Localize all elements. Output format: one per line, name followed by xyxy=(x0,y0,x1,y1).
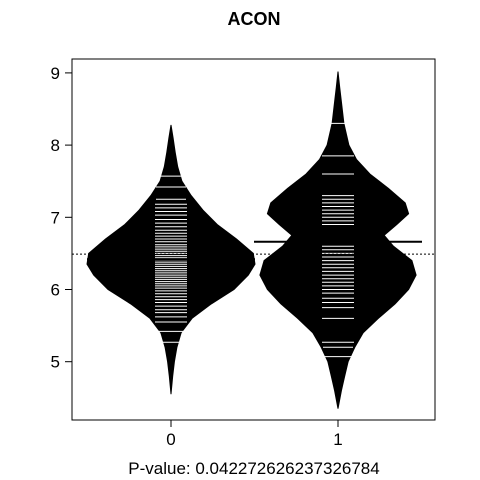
y-tick-label: 7 xyxy=(51,208,60,227)
y-tick-label: 8 xyxy=(51,136,60,155)
y-tick-label: 5 xyxy=(51,353,60,372)
x-tick-label: 1 xyxy=(333,430,342,449)
y-tick-label: 9 xyxy=(51,64,60,83)
bean-1 xyxy=(259,71,417,409)
x-axis-label: P-value: 0.0422726262373267​84 xyxy=(128,459,379,478)
chart-title: ACON xyxy=(228,9,281,29)
y-tick-label: 6 xyxy=(51,281,60,300)
plot-frame xyxy=(71,58,436,421)
y-axis: 5 6 7 8 9 xyxy=(51,64,72,372)
beans-layer xyxy=(86,71,417,409)
overlay-layer xyxy=(72,240,435,261)
x-tick-label: 0 xyxy=(166,430,175,449)
